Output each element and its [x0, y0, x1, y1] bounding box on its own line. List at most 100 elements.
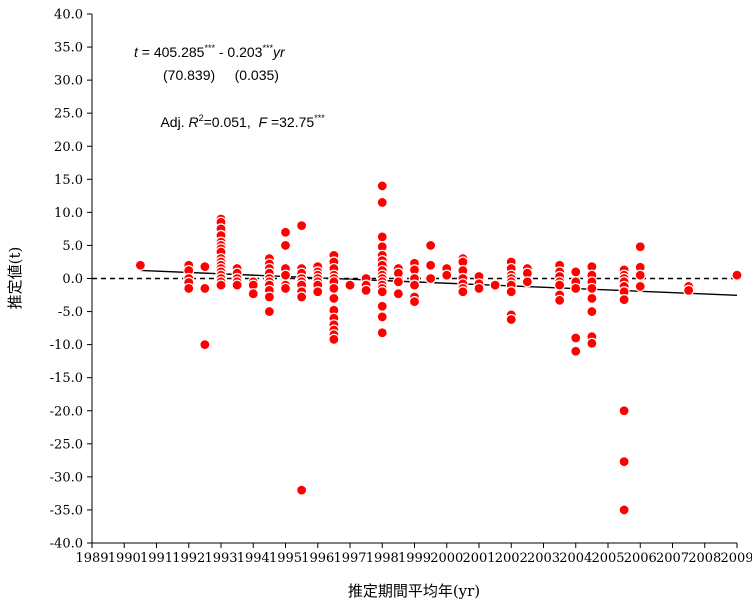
data-point — [199, 260, 211, 273]
data-point — [328, 282, 340, 295]
data-point — [279, 226, 292, 238]
x-tick-label: 1989 — [75, 551, 108, 566]
data-point — [183, 282, 195, 295]
x-tick-label: 1997 — [333, 551, 366, 566]
x-tick-label: 2000 — [430, 551, 463, 566]
eq-intercept: = 405.285 — [138, 44, 205, 60]
data-point — [634, 241, 646, 253]
y-axis-title: 推定値(t) — [6, 247, 24, 310]
data-point — [376, 327, 388, 339]
eq-slope: - 0.203 — [215, 44, 263, 60]
x-tick-label: 2004 — [559, 551, 592, 566]
y-tick-label: 35.0 — [54, 41, 83, 56]
data-point — [618, 294, 630, 306]
y-tick-label: -25.0 — [50, 437, 83, 452]
y-tick-label: -30.0 — [50, 470, 83, 485]
data-point — [570, 345, 582, 357]
data-point — [296, 291, 308, 303]
y-tick-label: 0.0 — [62, 272, 83, 287]
data-point — [586, 292, 598, 304]
data-point — [312, 286, 324, 298]
data-point — [634, 269, 646, 281]
y-tick-label: 40.0 — [54, 8, 83, 23]
data-point — [425, 259, 437, 271]
data-point — [231, 279, 243, 291]
x-tick-label: 1996 — [301, 551, 334, 566]
data-point — [392, 276, 404, 288]
standard-errors: (70.839) (0.035) — [163, 67, 279, 83]
data-point — [586, 305, 598, 318]
x-tick-label: 2005 — [591, 551, 624, 566]
fit-statistics: Adj. R2=0.051, F =32.75*** — [134, 108, 344, 130]
data-point — [554, 279, 566, 291]
data-point — [570, 282, 582, 295]
data-point — [263, 291, 275, 303]
data-point — [134, 259, 146, 271]
x-tick-label: 1999 — [398, 551, 431, 566]
data-point — [392, 288, 404, 300]
data-point — [570, 332, 582, 344]
data-point — [376, 311, 388, 323]
data-point — [618, 405, 630, 417]
data-point — [425, 239, 437, 252]
data-point — [296, 220, 308, 232]
r-squared-exponent: 2 — [199, 113, 204, 123]
x-tick-label: 2003 — [527, 551, 560, 566]
data-point — [408, 296, 421, 308]
data-point — [199, 339, 211, 351]
x-tick-label: 1995 — [269, 551, 302, 566]
data-point — [376, 286, 388, 298]
data-point — [586, 282, 598, 295]
data-point — [199, 282, 211, 295]
data-point — [263, 305, 275, 318]
data-point — [521, 276, 533, 288]
y-tick-label: -5.0 — [58, 305, 83, 320]
data-point — [360, 284, 372, 297]
data-point — [296, 484, 308, 496]
x-tick-label: 1994 — [237, 551, 270, 566]
eq-variable-t: t — [134, 44, 139, 60]
data-point — [279, 239, 292, 252]
r-squared-symbol: R — [188, 114, 198, 130]
data-point — [618, 504, 630, 516]
data-point — [683, 284, 695, 297]
y-tick-label: -40.0 — [50, 537, 83, 552]
data-point — [376, 180, 388, 192]
y-tick-label: -10.0 — [50, 338, 83, 353]
data-point — [328, 292, 340, 304]
y-tick-label: 5.0 — [62, 239, 83, 254]
x-tick-label: 2002 — [495, 551, 528, 566]
y-tick-label: -15.0 — [50, 371, 83, 386]
data-point — [473, 282, 485, 295]
data-point — [247, 288, 259, 300]
f-value: =32.75 — [267, 114, 314, 130]
data-points — [134, 180, 743, 516]
x-tick-label: 2008 — [688, 551, 721, 566]
data-point — [554, 294, 566, 306]
y-tick-label: 30.0 — [54, 74, 83, 89]
data-point — [376, 300, 388, 312]
data-point — [634, 280, 646, 293]
y-tick-label: -35.0 — [50, 503, 83, 518]
x-tick-label: 2007 — [656, 551, 689, 566]
data-point — [279, 282, 292, 295]
data-point — [457, 286, 469, 298]
y-tick-label: -20.0 — [50, 404, 83, 419]
data-point — [376, 231, 388, 243]
y-tick-label: 10.0 — [54, 206, 83, 221]
y-tick-label: 20.0 — [54, 140, 83, 155]
data-point — [344, 279, 356, 291]
x-tick-label: 2006 — [624, 551, 657, 566]
x-tick-label: 1990 — [108, 551, 141, 566]
data-point — [505, 313, 517, 326]
r-squared-value: =0.051, — [204, 114, 259, 130]
f-symbol: F — [259, 114, 269, 130]
regression-equation: t = 405.285*** - 0.203***yr — [134, 43, 286, 60]
x-tick-label: 2001 — [462, 551, 495, 566]
data-point — [376, 196, 388, 209]
data-point — [731, 269, 743, 281]
x-tick-label: 1998 — [366, 551, 399, 566]
x-axis-title: 推定期間平均年(yr) — [348, 582, 480, 600]
